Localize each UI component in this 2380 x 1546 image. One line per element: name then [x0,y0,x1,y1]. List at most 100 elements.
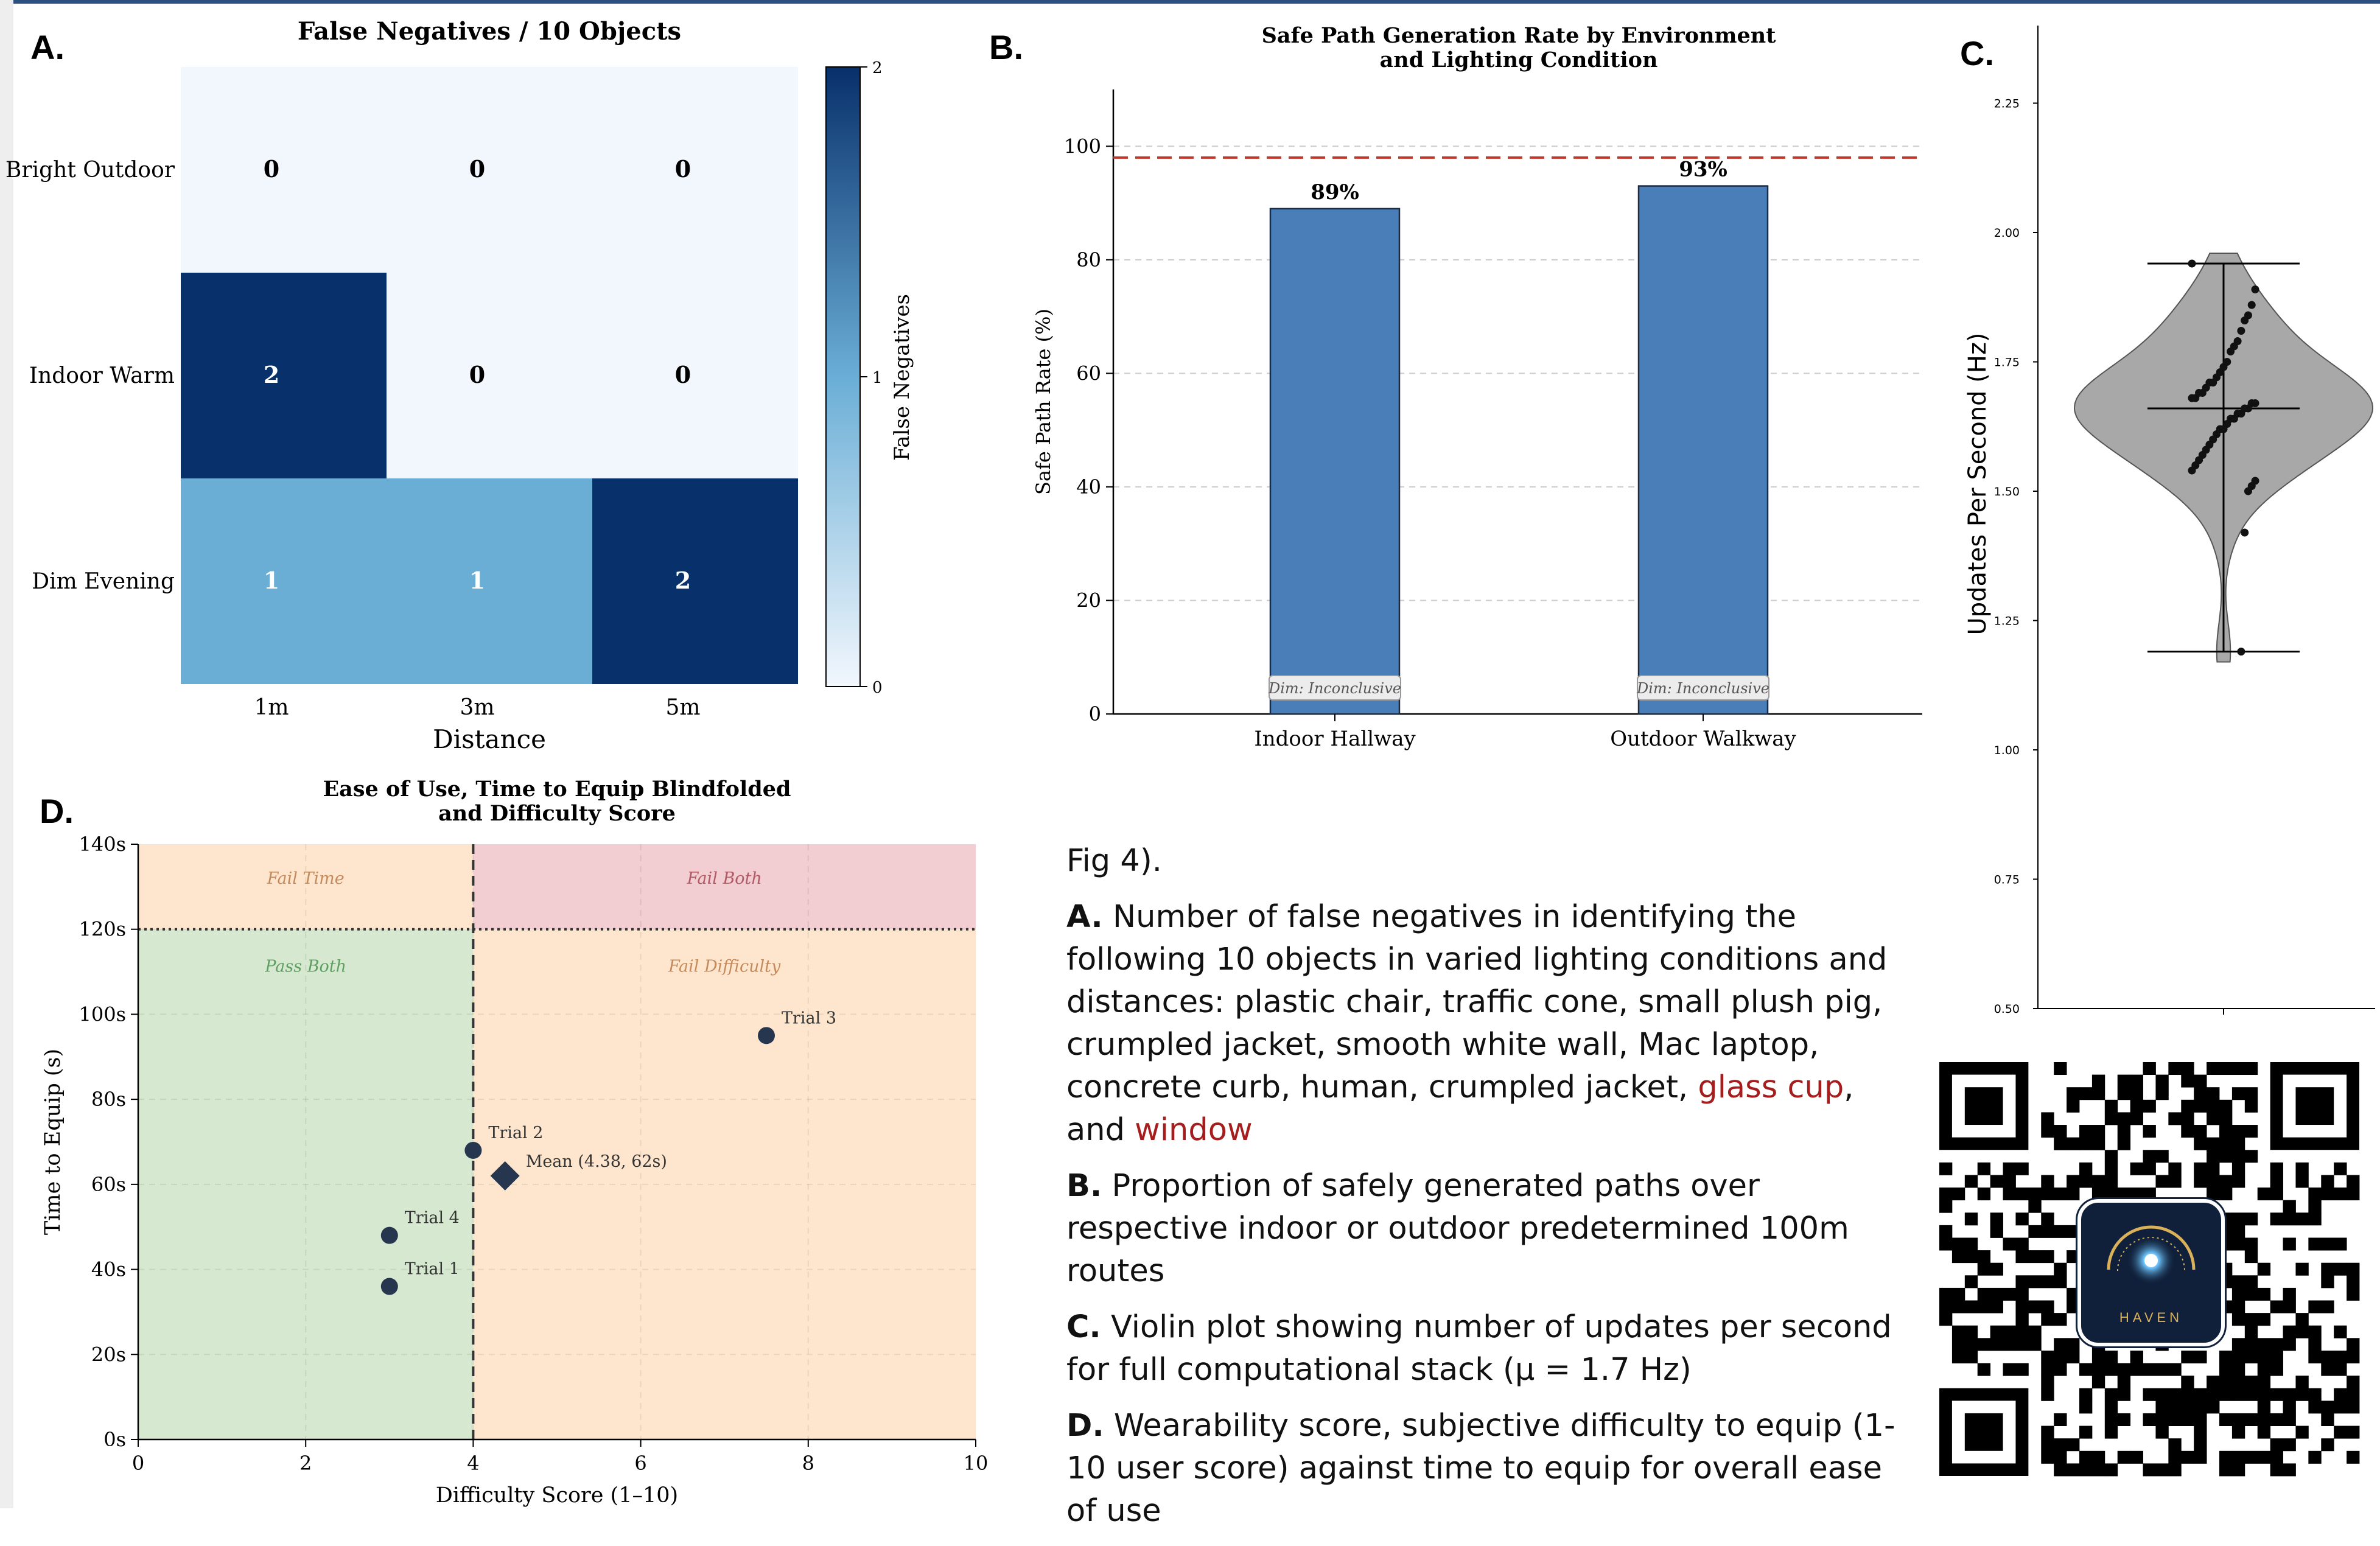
haven-logo: HAVEN [2077,1199,2225,1346]
qr-module [2244,1125,2258,1138]
qr-module [2231,1413,2245,1426]
violin-y-tick-label: 2.00 [1994,226,2020,240]
scatter-point-label: Trial 1 [405,1260,460,1279]
qr-module [2244,1250,2258,1264]
qr-module [2054,1413,2067,1426]
qr-module [2015,1212,2029,1226]
qr-module [2283,1300,2296,1313]
violin-point [2244,487,2252,495]
caption-b-label: B. [1066,1168,1102,1204]
qr-module [2244,1413,2258,1426]
qr-module [2091,1350,2105,1363]
qr-module [2067,1137,2080,1150]
violin-y-tick-label: 2.25 [1994,97,2020,111]
qr-module [2067,1350,2080,1363]
qr-module [2181,1099,2194,1113]
qr-module [2079,1087,2093,1100]
qr-module [2295,1212,2309,1226]
qr-module [2041,1112,2054,1125]
qr-module [2334,1262,2347,1276]
qr-module [2270,1413,2283,1426]
qr-module [2194,1074,2207,1088]
qr-module [2015,1313,2029,1326]
qr-module [2181,1413,2194,1426]
qr-module [2091,1187,2105,1201]
qr-module [1939,1313,1953,1326]
qr-module [2194,1175,2207,1188]
qr-finder-inner [1964,1087,2003,1125]
qr-module [2231,1388,2245,1401]
scatter-y-tick-label: 140s [79,833,127,856]
qr-module [2091,1175,2105,1188]
qr-module [1939,1300,1953,1313]
violin-y-tick-label: 1.25 [1994,615,2020,628]
scatter-point [380,1278,398,1295]
heatmap-cell [181,67,387,273]
heatmap-cell-label: 0 [675,155,691,183]
qr-module [2194,1099,2207,1113]
qr-module [2117,1388,2131,1401]
qr-module [2091,1125,2105,1138]
qr-module [2181,1388,2194,1401]
caption-fig: Fig 4). [1066,843,1162,879]
qr-module [2079,1450,2093,1464]
qr-module [2091,1087,2105,1100]
qr-module [2219,1388,2233,1401]
qr-module [2003,1237,2016,1251]
heatmap-title: False Negatives / 10 Objects [298,17,681,46]
scatter-x-tick-label: 0 [132,1452,144,1475]
figure-caption: Fig 4). A. Number of false negatives in … [1066,840,1919,1546]
violin-point [2237,327,2245,335]
qr-module [1964,1350,1978,1363]
scatter-point [380,1226,398,1244]
qr-module [2270,1350,2283,1363]
qr-module [2283,1325,2296,1338]
qr-module [2244,1099,2258,1113]
qr-module [2054,1350,2067,1363]
qr-module [2347,1187,2360,1201]
qr-module [2041,1300,2054,1313]
qr-module [2054,1438,2067,1452]
qr-module [2219,1150,2233,1163]
qr-module [2054,1338,2067,1351]
qr-module [2067,1087,2080,1100]
qr-module [1977,1363,1991,1376]
violin-y-tick-label: 1.00 [1994,744,2020,757]
qr-module [2257,1338,2271,1351]
qr-module [2181,1376,2194,1389]
qr-module [2283,1338,2296,1351]
qr-module [2104,1350,2118,1363]
qr-module [2067,1338,2080,1351]
qr-module [2308,1450,2322,1464]
haven-logo-icon [2107,1225,2196,1285]
qr-module [1939,1200,1953,1213]
panel-label-d: D. [40,792,74,830]
qr-module [2244,1450,2258,1464]
heatmap-cell-label: 0 [469,155,485,183]
heatmap-cell [181,478,387,684]
qr-code[interactable] [1939,1062,2360,1477]
violin-point [2188,259,2196,268]
qr-module [1977,1338,1991,1351]
scatter-y-tick-label: 60s [91,1173,126,1196]
scatter-title-line1: Ease of Use, Time to Equip Blindfolded [323,777,791,802]
qr-module [2219,1125,2233,1138]
heatmap-x-tick-label: 3m [460,695,494,720]
qr-module [2194,1137,2207,1150]
qr-module [2347,1450,2360,1464]
qr-module [2155,1388,2169,1401]
qr-module [2015,1287,2029,1301]
qr-module [2104,1099,2118,1113]
scatter-x-tick-label: 6 [634,1452,646,1475]
qr-module [2015,1250,2029,1264]
caption-a-highlight-window: window [1135,1112,1253,1148]
colorbar [825,66,861,687]
qr-module [2079,1137,2093,1150]
qr-module [2015,1237,2029,1251]
qr-module [2257,1187,2271,1201]
caption-a-label: A. [1066,899,1103,935]
qr-module [1951,1237,1965,1251]
colorbar-tick-label: 1 [872,369,883,387]
panel-label-b: B. [989,28,1023,66]
qr-module [1964,1325,1978,1338]
